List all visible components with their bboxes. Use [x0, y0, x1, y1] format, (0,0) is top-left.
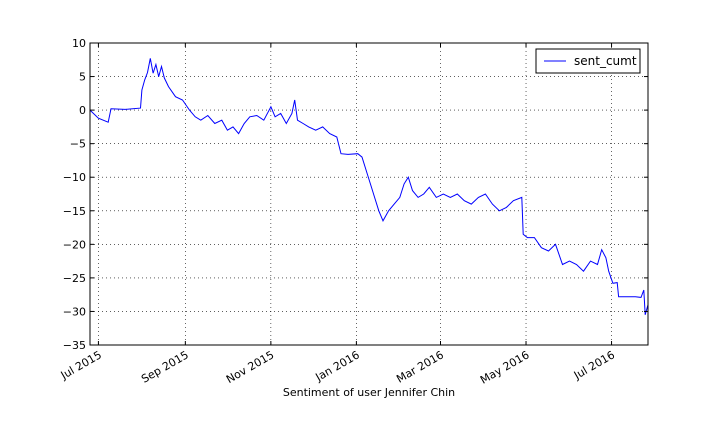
legend-label: sent_cumt	[574, 54, 637, 68]
y-tick-label: −20	[63, 238, 86, 251]
plot-area	[89, 58, 649, 315]
y-tick-label: −25	[63, 272, 86, 285]
x-axis-label: Sentiment of user Jennifer Chin	[283, 386, 455, 399]
series-line-sent_cumt	[89, 58, 649, 315]
y-tick-label: 0	[79, 104, 86, 117]
grid	[90, 43, 648, 345]
legend-box	[535, 48, 641, 74]
y-tick-label: −15	[63, 205, 86, 218]
y-tick-label: −5	[70, 138, 86, 151]
y-tick-label: −35	[63, 339, 86, 352]
y-tick-label: −10	[63, 171, 86, 184]
plot-frame	[89, 42, 649, 346]
y-tick-label: 10	[72, 37, 86, 50]
y-tick-label: 5	[79, 71, 86, 84]
legend: sent_cumt	[535, 48, 641, 74]
y-tick-label: −30	[63, 305, 86, 318]
